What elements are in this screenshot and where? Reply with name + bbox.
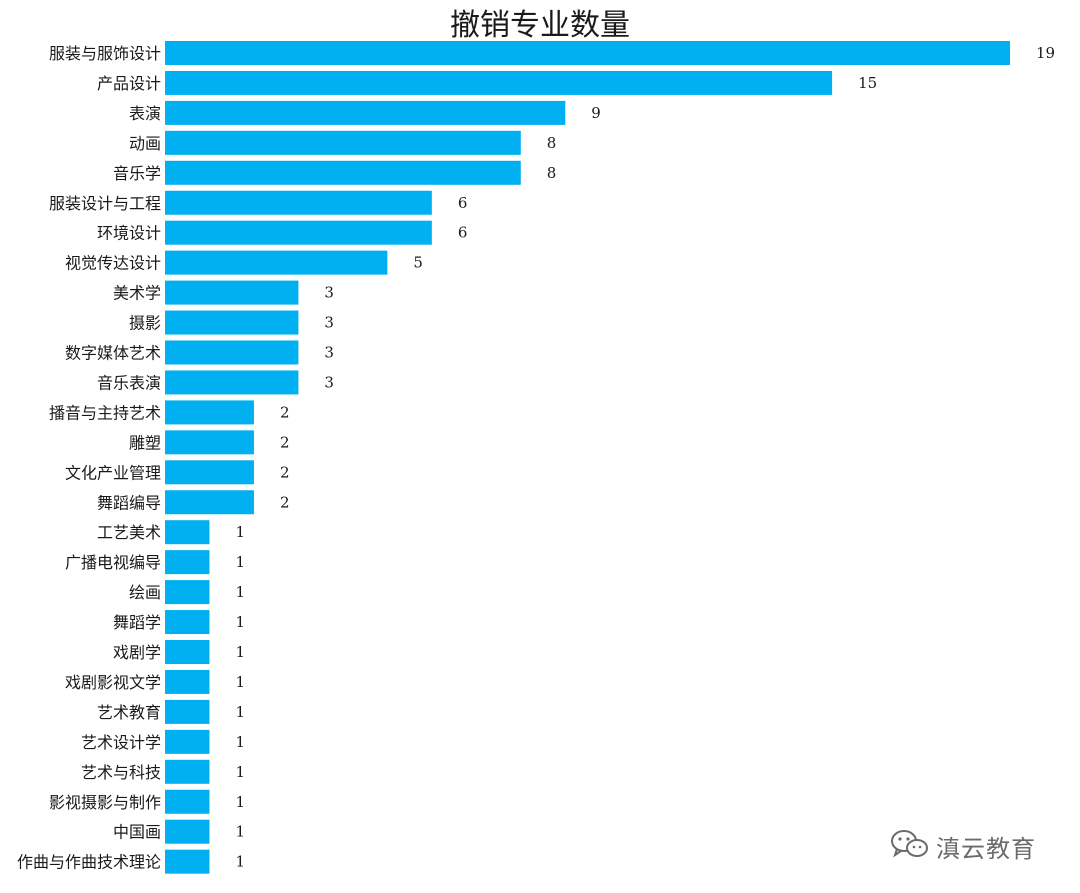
value-label: 19 (1036, 44, 1055, 62)
category-label: 视觉传达设计 (65, 254, 161, 273)
value-label: 8 (547, 134, 557, 152)
value-label: 2 (280, 493, 290, 511)
bar (165, 759, 210, 784)
bar (165, 610, 210, 635)
category-label: 服装设计与工程 (49, 194, 161, 213)
value-label: 1 (235, 703, 245, 721)
category-label: 播音与主持艺术 (49, 403, 161, 422)
category-label: 绘画 (129, 583, 161, 602)
value-label: 3 (324, 284, 334, 302)
bar (165, 280, 299, 305)
category-label: 艺术教育 (97, 703, 161, 722)
category-label: 环境设计 (97, 224, 161, 243)
category-label: 舞蹈学 (113, 613, 161, 632)
bar (165, 400, 254, 425)
value-label: 8 (547, 164, 557, 182)
category-label: 作曲与作曲技术理论 (17, 853, 161, 872)
category-label: 中国画 (113, 823, 161, 842)
bar (165, 819, 210, 844)
category-label: 戏剧影视文学 (65, 673, 161, 692)
value-label: 1 (235, 583, 245, 601)
bar (165, 460, 254, 485)
value-label: 1 (235, 763, 245, 781)
value-labels: 19 15 9 8 8 6 6 5 3 3 3 3 2 2 2 2 1 1 1 1 1 1 1 1 1 1 1 1 (235, 44, 1055, 871)
category-label: 动画 (129, 134, 161, 153)
value-label: 5 (413, 254, 423, 272)
bar (165, 729, 210, 754)
watermark: 滇云教育 (890, 828, 1036, 864)
value-label: 1 (235, 523, 245, 541)
value-label: 1 (235, 613, 245, 631)
category-label: 艺术设计学 (81, 733, 161, 752)
value-label: 3 (324, 344, 334, 362)
category-label: 雕塑 (129, 433, 161, 452)
bar (165, 699, 210, 724)
bar (165, 100, 566, 125)
bar (165, 130, 521, 155)
category-label: 艺术与科技 (81, 763, 161, 782)
value-label: 2 (280, 463, 290, 481)
category-label: 影视摄影与制作 (49, 793, 161, 812)
value-label: 2 (280, 433, 290, 451)
value-label: 1 (235, 793, 245, 811)
bar (165, 849, 210, 874)
bar (165, 580, 210, 605)
bar (165, 70, 833, 95)
bar (165, 190, 432, 215)
bar (165, 490, 254, 515)
category-label: 舞蹈编导 (97, 493, 161, 512)
category-label: 文化产业管理 (65, 463, 161, 482)
category-labels: 服装与服饰设计产品设计表演动画音乐学服装设计与工程环境设计视觉传达设计美术学摄影… (17, 44, 161, 872)
category-label: 工艺美术 (97, 523, 161, 542)
category-label: 美术学 (113, 284, 161, 303)
bar (165, 370, 299, 395)
category-label: 数字媒体艺术 (65, 344, 161, 363)
wechat-icon (890, 828, 930, 864)
category-label: 摄影 (129, 314, 161, 333)
bar (165, 250, 388, 275)
value-label: 15 (858, 74, 877, 92)
value-label: 9 (591, 104, 601, 122)
value-label: 1 (235, 853, 245, 871)
bar (165, 789, 210, 814)
value-label: 2 (280, 403, 290, 421)
value-label: 1 (235, 553, 245, 571)
value-label: 1 (235, 643, 245, 661)
bar (165, 550, 210, 575)
value-label: 6 (458, 224, 468, 242)
category-label: 广播电视编导 (65, 553, 161, 572)
bar (165, 640, 210, 664)
category-label: 戏剧学 (113, 643, 161, 662)
bar (165, 160, 521, 185)
category-label: 音乐表演 (97, 373, 161, 392)
category-label: 表演 (129, 104, 161, 123)
bar (165, 669, 210, 694)
value-label: 3 (324, 373, 334, 391)
bar (165, 340, 299, 365)
bar (165, 41, 1010, 65)
category-label: 产品设计 (97, 74, 161, 93)
chart-title: 撤销专业数量 (450, 8, 630, 43)
value-label: 1 (235, 733, 245, 751)
category-label: 服装与服饰设计 (49, 44, 161, 63)
watermark-text: 滇云教育 (936, 834, 1036, 863)
bar (165, 220, 432, 245)
bar (165, 430, 254, 455)
value-label: 1 (235, 823, 245, 841)
value-label: 6 (458, 194, 468, 212)
bar (165, 520, 210, 545)
bar (165, 310, 299, 335)
value-label: 3 (324, 314, 334, 332)
bars (165, 41, 1010, 874)
category-label: 音乐学 (113, 164, 161, 183)
value-label: 1 (235, 673, 245, 691)
